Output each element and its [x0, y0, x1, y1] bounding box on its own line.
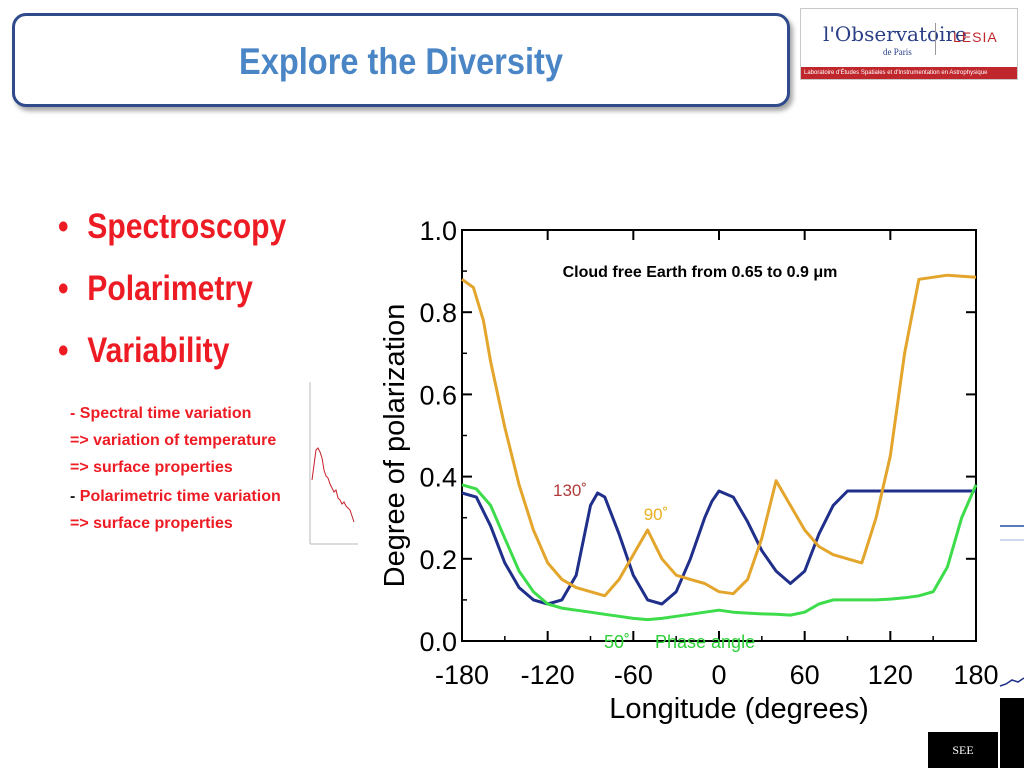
x-tick-label: 0 — [711, 660, 726, 690]
title-frame — [12, 13, 790, 107]
phase-angle-note: Phase angle — [655, 632, 755, 652]
bullet-label: Polarimetry — [87, 269, 253, 308]
y-tick-label: 0.2 — [419, 545, 457, 575]
series-line — [461, 483, 978, 622]
series-label: 90˚ — [644, 505, 669, 524]
y-tick-label: 0.4 — [419, 463, 457, 493]
plot-frame — [461, 229, 977, 642]
note-line: - Polarimetric time variation — [70, 483, 281, 510]
bullet-label: Variability — [87, 331, 230, 370]
note-line: - Spectral time variation — [70, 400, 281, 427]
note-line: => surface properties — [70, 454, 281, 483]
dark-image-fragment — [1000, 698, 1024, 768]
logo-paris-text: de Paris — [883, 47, 912, 57]
logo-lesia-text: LESIA — [953, 29, 998, 45]
bullet-item: • Spectroscopy — [58, 207, 287, 246]
logo-band-text: Laboratoire d'Études Spatiales et d'Inst… — [801, 67, 1017, 79]
note-text: - Spectral time variation — [70, 405, 252, 422]
x-tick-label: -120 — [521, 660, 575, 690]
series-line — [461, 273, 977, 598]
x-tick-label: -60 — [614, 660, 653, 690]
background-curve-thumbnail — [999, 525, 1024, 687]
note-text: => variation of temperature — [70, 432, 277, 449]
note-line: => surface properties — [70, 510, 281, 537]
x-tick-label: 60 — [790, 660, 820, 690]
slide-title: Explore the Diversity — [239, 41, 563, 82]
note-text: => surface properties — [70, 459, 233, 476]
logo-observatoire-text: l'Observatoire — [823, 22, 967, 46]
note-prefix: - — [70, 488, 76, 505]
bullet-list: • Spectroscopy • Polarimetry • Variability — [58, 207, 323, 393]
see-logo: SEE — [928, 732, 998, 768]
x-tick-label: 120 — [868, 660, 913, 690]
note-text: Polarimetric time variation — [75, 488, 281, 505]
x-axis-label: Longitude (degrees) — [609, 693, 869, 725]
x-tick-label: -180 — [435, 660, 489, 690]
bullet-item: • Variability — [58, 331, 230, 370]
series-line — [461, 489, 976, 606]
y-tick-label: 1.0 — [419, 216, 457, 246]
x-tick-label: 180 — [953, 660, 998, 690]
background-spectrum-thumbnail — [309, 382, 358, 545]
y-tick-label: 0.0 — [419, 627, 457, 657]
series-label: 50˚ — [604, 632, 630, 652]
series-label: 130˚ — [553, 481, 587, 500]
bullet-label: Spectroscopy — [87, 207, 287, 246]
see-logo-text: SEE — [952, 743, 974, 757]
note-text: => surface properties — [70, 515, 233, 532]
logo-divider — [935, 23, 936, 55]
observatoire-lesia-logo: l'Observatoire de Paris LESIA Laboratoir… — [800, 8, 1018, 80]
y-axis-label: Degree of polarization — [379, 304, 411, 588]
note-line: => variation of temperature — [70, 427, 281, 454]
y-tick-label: 0.8 — [419, 298, 457, 328]
y-tick-label: 0.6 — [419, 380, 457, 410]
notes-block: - Spectral time variation => variation o… — [70, 400, 281, 537]
chart-title: Cloud free Earth from 0.65 to 0.9 μm — [563, 264, 838, 281]
bullet-item: • Polarimetry — [58, 269, 253, 308]
